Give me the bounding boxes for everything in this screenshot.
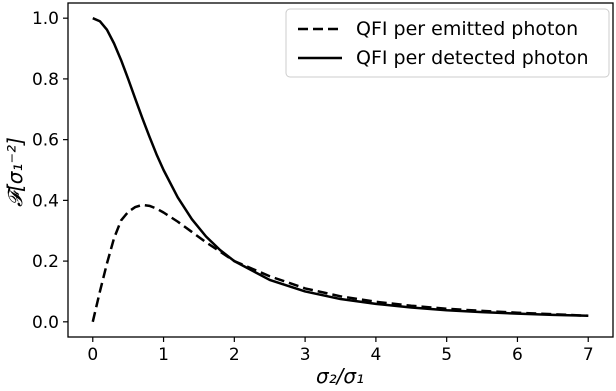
x-tick-label: 6 [512,345,523,365]
x-tick-label: 7 [583,345,594,365]
y-tick-label: 0.4 [32,191,59,211]
plot-frame [67,2,614,338]
x-tick-label: 2 [229,345,240,365]
x-tick-label: 5 [441,345,452,365]
y-tick-label: 0.6 [32,131,59,151]
y-tick-label: 1.0 [32,9,59,29]
y-tick-label: 0.8 [32,70,59,90]
y-tick-label: 0.2 [32,252,59,272]
y-axis-label: 𝓕[σ₁⁻²] [3,137,27,207]
legend-label-detected: QFI per detected photon [356,47,589,69]
x-axis-label: σ₂/σ₁ [316,364,364,388]
axis-ticks: 0 1 2 3 4 5 6 7 0.0 0.2 0.4 0.6 0.8 1.0 [32,9,594,365]
legend-box [285,8,610,78]
series-line-detected [92,17,589,317]
x-tick-label: 1 [158,345,169,365]
y-tick-label: 0.0 [32,313,59,333]
legend: QFI per emitted photon QFI per detected … [285,8,610,78]
x-tick-label: 0 [87,345,98,365]
series-line-emitted [91,203,589,323]
x-tick-label: 4 [370,345,381,365]
series-lines [91,17,589,323]
legend-label-emitted: QFI per emitted photon [356,18,578,40]
x-tick-label: 3 [300,345,311,365]
